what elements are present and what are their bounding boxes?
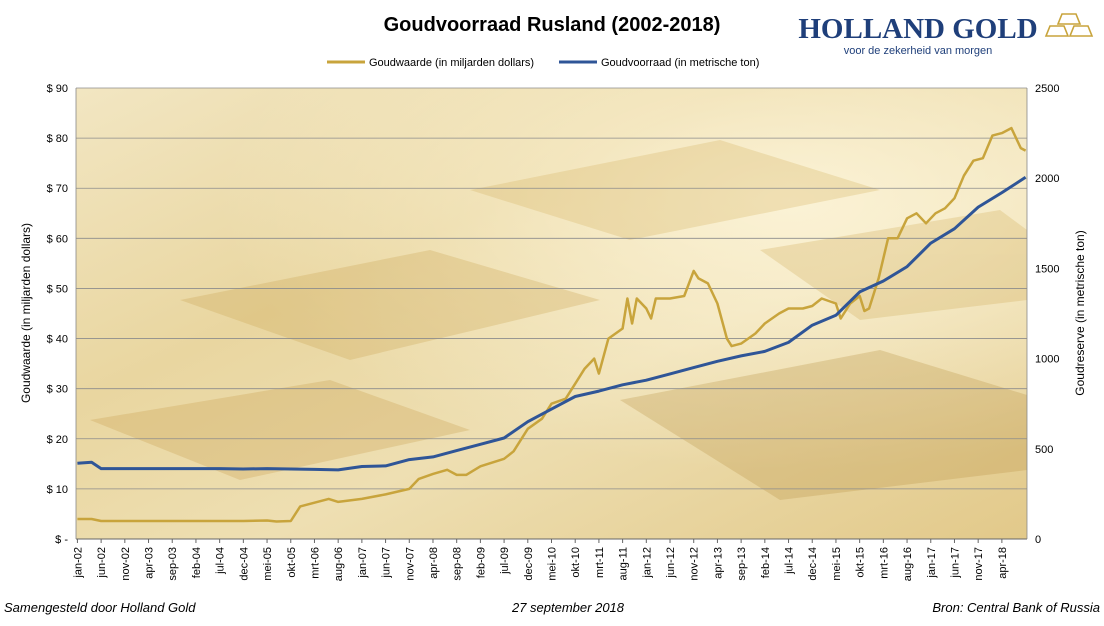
x-tick-label: mrt-16: [878, 547, 890, 579]
y-left-tick-label: $ 70: [47, 183, 68, 195]
x-tick-label: mei-15: [831, 547, 843, 581]
y-right-tick-label: 2000: [1035, 173, 1059, 185]
y-right-tick-label: 500: [1035, 444, 1053, 456]
x-tick-label: jan-12: [641, 547, 653, 579]
y-axis-left-ticks: $ - $ 10 $ 20 $ 30 $ 40 $ 50 $ 60 $ 70 $ 80 $ 90: [47, 83, 69, 546]
x-tick-label: sep-03: [167, 547, 179, 581]
y-left-tick-label: $ 10: [47, 484, 68, 496]
x-tick-label: sep-13: [736, 547, 748, 581]
y-left-tick-label: $ -: [55, 534, 68, 546]
y-left-tick-label: $ 90: [47, 83, 68, 95]
x-tick-label: jun-12: [665, 547, 677, 579]
x-tick-label: jun-07: [381, 547, 393, 579]
x-tick-label: okt-05: [286, 547, 298, 578]
x-tick-label: mrt-06: [309, 547, 321, 579]
legend-label-goudvoorraad: Goudvoorraad (in metrische ton): [601, 57, 759, 69]
x-tick-label: jun-17: [949, 547, 961, 579]
chart-title: Goudvoorraad Rusland (2002-2018): [384, 14, 721, 36]
legend-label-goudwaarde: Goudwaarde (in miljarden dollars): [369, 57, 534, 69]
x-tick-label: apr-08: [428, 547, 440, 579]
series-line-goudvoorraad: [77, 176, 1027, 472]
x-tick-label: feb-14: [760, 547, 772, 578]
x-tick-label: jan-17: [926, 547, 938, 579]
x-tick-label: nov-12: [689, 547, 701, 581]
x-tick-label: jul-14: [784, 547, 796, 575]
x-tick-label: feb-09: [475, 547, 487, 578]
x-tick-label: jul-09: [499, 547, 511, 575]
y-left-tick-label: $ 40: [47, 334, 68, 346]
x-tick-label: jan-02: [72, 547, 84, 579]
y-left-tick-label: $ 20: [47, 434, 68, 446]
x-tick-label: apr-03: [144, 547, 156, 579]
footer-source: Bron: Central Bank of Russia: [932, 600, 1100, 615]
x-tick-label: nov-02: [120, 547, 132, 581]
x-tick-label: okt-15: [855, 547, 867, 578]
x-tick-label: mei-05: [262, 547, 274, 581]
x-tick-label: nov-17: [973, 547, 985, 581]
x-tick-label: dec-09: [523, 547, 535, 581]
y-right-tick-label: 1000: [1035, 354, 1059, 366]
x-tick-label: apr-18: [997, 547, 1009, 579]
x-tick-label: dec-14: [807, 547, 819, 581]
y-right-tick-label: 0: [1035, 534, 1041, 546]
y-left-tick-label: $ 80: [47, 133, 68, 145]
logo-tagline: voor de zekerheid van morgen: [844, 45, 993, 57]
y-left-tick-label: $ 50: [47, 283, 68, 295]
x-tick-label: apr-13: [712, 547, 724, 579]
y-right-tick-label: 1500: [1035, 263, 1059, 275]
y-axis-left-label: Goudwaarde (in miljarden dollars): [19, 223, 33, 403]
footer-date: 27 september 2018: [511, 600, 625, 615]
x-tick-label: sep-08: [452, 547, 464, 581]
x-tick-label: jul-04: [215, 547, 227, 575]
x-tick-label: feb-04: [191, 547, 203, 578]
x-tick-label: aug-16: [902, 547, 914, 581]
x-tick-label: dec-04: [238, 547, 250, 581]
logo-text: HOLLAND GOLD: [798, 13, 1037, 45]
y-right-tick-label: 2500: [1035, 83, 1059, 95]
y-axis-right-ticks: 0 500 1000 1500 2000 2500: [1035, 83, 1059, 546]
y-left-tick-label: $ 60: [47, 233, 68, 245]
plot-shine: [76, 88, 1027, 539]
x-tick-label: mrt-11: [594, 547, 606, 578]
x-tick-label: jan-07: [357, 547, 369, 579]
x-tick-label: mei-10: [547, 547, 559, 581]
y-axis-right-label: Goudreserve (in metrische ton): [1073, 230, 1087, 395]
y-left-tick-label: $ 30: [47, 384, 68, 396]
x-tick-label: okt-10: [570, 547, 582, 578]
series-line-goudwaarde: [77, 126, 1027, 523]
x-axis-ticks: jan-02 jun-02 nov-02 apr-03 sep-03 feb-04 jul-…: [72, 539, 1009, 581]
x-tick-label: aug-11: [618, 547, 630, 580]
x-tick-label: jun-02: [96, 547, 108, 579]
gold-bars-logo-icon: [1044, 13, 1094, 37]
x-tick-label: aug-06: [333, 547, 345, 581]
x-tick-label: nov-07: [404, 547, 416, 581]
footer-source-author: Samengesteld door Holland Gold: [4, 600, 196, 615]
gold-bar-decoration: [90, 140, 1027, 500]
